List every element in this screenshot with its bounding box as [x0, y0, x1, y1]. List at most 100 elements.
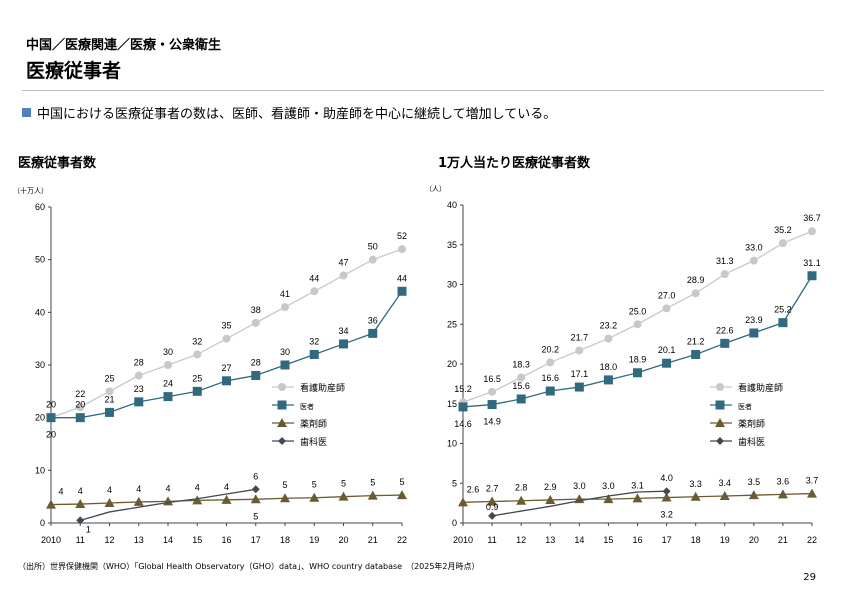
data-label: 3.5: [748, 477, 761, 487]
data-label: 4: [78, 486, 83, 496]
data-label: 15.6: [512, 381, 530, 391]
pharmacist-point: [603, 494, 614, 504]
data-label: 32: [309, 336, 319, 346]
doctor-point: [251, 371, 261, 381]
data-label: 28: [134, 358, 144, 368]
pharmacist-point: [250, 494, 261, 504]
nurse-point: [134, 371, 143, 380]
y-tick-label: 40: [35, 307, 45, 317]
data-label: 5: [370, 478, 375, 488]
data-label: 24: [163, 379, 173, 389]
legend-label: 歯科医: [300, 436, 327, 447]
data-label: 18.3: [512, 360, 530, 370]
doctor-point: [487, 400, 497, 410]
legend-label: 薬剤師: [300, 418, 327, 429]
dentist-point: [662, 487, 671, 496]
doctor-point: [222, 376, 231, 386]
legend-label: 薬剤師: [738, 418, 765, 429]
nurse-point: [808, 227, 816, 236]
data-label: 3.0: [602, 481, 615, 491]
nurse-point: [193, 350, 202, 359]
x-tick-label: 14: [574, 535, 584, 545]
legend-label: 看護助産師: [738, 382, 783, 393]
data-label: 6: [253, 471, 258, 481]
data-label: 36: [368, 315, 378, 325]
legend-diamond-icon: [716, 437, 724, 445]
data-label: 34: [338, 326, 348, 336]
y-tick-label: 20: [35, 413, 45, 423]
data-label: 44: [309, 273, 319, 283]
data-label: 22.6: [716, 325, 734, 335]
data-label: 30: [163, 347, 173, 357]
doctor-point: [778, 318, 788, 328]
data-label: 44: [397, 273, 407, 283]
y-tick-label: 35: [447, 240, 457, 250]
x-tick-label: 21: [778, 535, 788, 545]
series-line-3: [80, 488, 256, 521]
divider: [22, 90, 824, 91]
nurse-point: [76, 403, 85, 412]
data-label: 30: [280, 347, 290, 357]
nurse-point: [517, 373, 526, 382]
nurse-point: [310, 287, 319, 296]
nurse-point: [164, 361, 172, 369]
data-label: 4: [195, 482, 200, 492]
pharmacist-point: [133, 496, 144, 506]
data-label: 3.4: [718, 478, 731, 488]
y-unit-label: （人）: [425, 185, 446, 193]
nurse-point: [222, 334, 231, 343]
x-tick-label: 21: [368, 535, 378, 545]
nurse-point: [546, 358, 555, 367]
y-tick-label: 60: [35, 202, 45, 212]
nurse-point: [488, 387, 497, 396]
data-label: 50: [368, 242, 378, 252]
legend-circle-icon: [278, 383, 286, 391]
data-label: 41: [280, 289, 290, 299]
data-label: 3.3: [689, 479, 702, 489]
source-footnote: （出所）世界保健機関（WHO）「Global Health Observator…: [18, 562, 480, 571]
doctor-point: [163, 392, 173, 402]
legend-square-icon: [277, 400, 287, 410]
data-label: 27.0: [658, 290, 676, 300]
doctor-point: [368, 328, 378, 338]
y-tick-label: 30: [35, 360, 45, 370]
data-label: 16.5: [483, 374, 501, 384]
data-label: 3.1: [631, 480, 644, 490]
pharmacist-point: [661, 492, 672, 502]
y-tick-label: 15: [447, 399, 457, 409]
pharmacist-point: [104, 497, 115, 507]
doctor-point: [105, 407, 114, 417]
nurse-point: [575, 346, 584, 355]
data-label: 20.2: [541, 344, 559, 354]
legend-label: 医者: [300, 403, 314, 411]
x-tick-label: 15: [603, 535, 613, 545]
data-label: 21.7: [571, 332, 589, 342]
data-label: 3.0: [573, 481, 586, 491]
y-unit-label: （十万人）: [13, 186, 48, 195]
x-tick-label: 16: [221, 535, 231, 545]
nurse-point: [720, 270, 729, 279]
data-label: 21.2: [687, 336, 705, 346]
pharmacist-point: [338, 491, 349, 501]
doctor-point: [633, 368, 642, 378]
x-tick-label: 19: [309, 535, 319, 545]
data-label: 4: [58, 487, 63, 497]
bullet-square-icon: [22, 108, 31, 117]
data-label: 33.0: [745, 243, 763, 253]
data-label: 52: [397, 231, 407, 241]
nurse-point: [339, 271, 348, 280]
data-label: 3.7: [806, 476, 819, 486]
y-tick-label: 10: [447, 439, 457, 449]
data-label: 20: [75, 400, 85, 410]
data-label: 22: [75, 389, 85, 399]
data-label: 16.6: [541, 373, 559, 383]
legend-diamond-icon: [278, 437, 286, 445]
data-label: 3.6: [777, 476, 790, 486]
series-line-3: [491, 490, 667, 517]
data-label: 20: [46, 430, 56, 440]
data-label: 27: [221, 363, 231, 373]
y-tick-label: 50: [35, 255, 45, 265]
data-label: 3.2: [660, 510, 673, 520]
nurse-point: [604, 334, 613, 343]
x-tick-label: 15: [192, 535, 202, 545]
